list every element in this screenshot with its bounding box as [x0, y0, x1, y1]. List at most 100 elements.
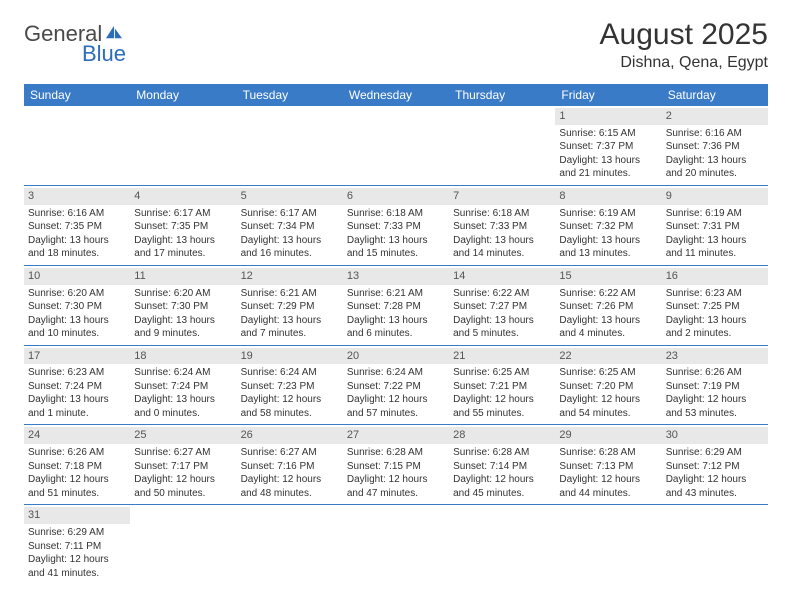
sunset-text: Sunset: 7:32 PM [559, 220, 657, 234]
calendar-cell: 29Sunrise: 6:28 AMSunset: 7:13 PMDayligh… [555, 425, 661, 504]
calendar-cell: 5Sunrise: 6:17 AMSunset: 7:34 PMDaylight… [237, 186, 343, 265]
sunrise-text: Sunrise: 6:27 AM [134, 446, 232, 460]
daylight-text: Daylight: 13 hours and 14 minutes. [453, 234, 551, 261]
sunset-text: Sunset: 7:34 PM [241, 220, 339, 234]
calendar-cell [449, 505, 555, 584]
day-header-tuesday: Tuesday [237, 84, 343, 106]
sunset-text: Sunset: 7:23 PM [241, 380, 339, 394]
day-number: 18 [130, 348, 236, 365]
sunrise-text: Sunrise: 6:17 AM [241, 207, 339, 221]
sunset-text: Sunset: 7:31 PM [666, 220, 764, 234]
sunrise-text: Sunrise: 6:26 AM [666, 366, 764, 380]
sunset-text: Sunset: 7:26 PM [559, 300, 657, 314]
calendar-cell: 18Sunrise: 6:24 AMSunset: 7:24 PMDayligh… [130, 346, 236, 425]
day-number: 31 [24, 507, 130, 524]
daylight-text: Daylight: 13 hours and 16 minutes. [241, 234, 339, 261]
calendar-cell: 22Sunrise: 6:25 AMSunset: 7:20 PMDayligh… [555, 346, 661, 425]
calendar-cell: 25Sunrise: 6:27 AMSunset: 7:17 PMDayligh… [130, 425, 236, 504]
calendar-cell: 30Sunrise: 6:29 AMSunset: 7:12 PMDayligh… [662, 425, 768, 504]
sunset-text: Sunset: 7:11 PM [28, 540, 126, 554]
day-header-sunday: Sunday [24, 84, 130, 106]
day-number: 16 [662, 268, 768, 285]
sunrise-text: Sunrise: 6:18 AM [453, 207, 551, 221]
calendar-cell: 27Sunrise: 6:28 AMSunset: 7:15 PMDayligh… [343, 425, 449, 504]
sunrise-text: Sunrise: 6:20 AM [28, 287, 126, 301]
calendar-cell [237, 505, 343, 584]
calendar-cell: 12Sunrise: 6:21 AMSunset: 7:29 PMDayligh… [237, 266, 343, 345]
daylight-text: Daylight: 13 hours and 1 minute. [28, 393, 126, 420]
day-header-wednesday: Wednesday [343, 84, 449, 106]
header: GeneralBlue August 2025 Dishna, Qena, Eg… [24, 18, 768, 72]
daylight-text: Daylight: 12 hours and 44 minutes. [559, 473, 657, 500]
calendar-cell [555, 505, 661, 584]
day-number: 8 [555, 188, 661, 205]
day-header-monday: Monday [130, 84, 236, 106]
sunrise-text: Sunrise: 6:21 AM [347, 287, 445, 301]
sunrise-text: Sunrise: 6:28 AM [347, 446, 445, 460]
sunset-text: Sunset: 7:20 PM [559, 380, 657, 394]
daylight-text: Daylight: 13 hours and 0 minutes. [134, 393, 232, 420]
day-number: 2 [662, 108, 768, 125]
day-number: 21 [449, 348, 555, 365]
sunrise-text: Sunrise: 6:17 AM [134, 207, 232, 221]
calendar-cell [449, 106, 555, 185]
calendar-cell: 13Sunrise: 6:21 AMSunset: 7:28 PMDayligh… [343, 266, 449, 345]
logo-text-blue: Blue [82, 41, 126, 66]
day-number: 22 [555, 348, 661, 365]
sunset-text: Sunset: 7:19 PM [666, 380, 764, 394]
calendar-cell: 6Sunrise: 6:18 AMSunset: 7:33 PMDaylight… [343, 186, 449, 265]
calendar-week: 24Sunrise: 6:26 AMSunset: 7:18 PMDayligh… [24, 425, 768, 505]
sunrise-text: Sunrise: 6:24 AM [241, 366, 339, 380]
daylight-text: Daylight: 12 hours and 45 minutes. [453, 473, 551, 500]
calendar-cell [662, 505, 768, 584]
sunrise-text: Sunrise: 6:20 AM [134, 287, 232, 301]
calendar-week: 10Sunrise: 6:20 AMSunset: 7:30 PMDayligh… [24, 266, 768, 346]
calendar-cell [24, 106, 130, 185]
sunrise-text: Sunrise: 6:21 AM [241, 287, 339, 301]
calendar: Sunday Monday Tuesday Wednesday Thursday… [24, 84, 768, 584]
calendar-body: 1Sunrise: 6:15 AMSunset: 7:37 PMDaylight… [24, 106, 768, 584]
daylight-text: Daylight: 13 hours and 2 minutes. [666, 314, 764, 341]
calendar-cell [130, 505, 236, 584]
calendar-week: 17Sunrise: 6:23 AMSunset: 7:24 PMDayligh… [24, 346, 768, 426]
calendar-cell: 11Sunrise: 6:20 AMSunset: 7:30 PMDayligh… [130, 266, 236, 345]
calendar-cell [343, 505, 449, 584]
daylight-text: Daylight: 13 hours and 18 minutes. [28, 234, 126, 261]
daylight-text: Daylight: 12 hours and 50 minutes. [134, 473, 232, 500]
day-number: 20 [343, 348, 449, 365]
daylight-text: Daylight: 12 hours and 57 minutes. [347, 393, 445, 420]
calendar-cell [237, 106, 343, 185]
daylight-text: Daylight: 13 hours and 10 minutes. [28, 314, 126, 341]
sunrise-text: Sunrise: 6:22 AM [453, 287, 551, 301]
daylight-text: Daylight: 13 hours and 17 minutes. [134, 234, 232, 261]
sunset-text: Sunset: 7:17 PM [134, 460, 232, 474]
daylight-text: Daylight: 12 hours and 53 minutes. [666, 393, 764, 420]
sunset-text: Sunset: 7:21 PM [453, 380, 551, 394]
sunset-text: Sunset: 7:13 PM [559, 460, 657, 474]
calendar-cell: 1Sunrise: 6:15 AMSunset: 7:37 PMDaylight… [555, 106, 661, 185]
daylight-text: Daylight: 12 hours and 41 minutes. [28, 553, 126, 580]
month-title: August 2025 [600, 18, 768, 52]
daylight-text: Daylight: 13 hours and 21 minutes. [559, 154, 657, 181]
calendar-week: 3Sunrise: 6:16 AMSunset: 7:35 PMDaylight… [24, 186, 768, 266]
calendar-cell: 4Sunrise: 6:17 AMSunset: 7:35 PMDaylight… [130, 186, 236, 265]
sunset-text: Sunset: 7:24 PM [28, 380, 126, 394]
day-number: 11 [130, 268, 236, 285]
day-number: 1 [555, 108, 661, 125]
day-header-friday: Friday [555, 84, 661, 106]
sunrise-text: Sunrise: 6:16 AM [666, 127, 764, 141]
daylight-text: Daylight: 13 hours and 9 minutes. [134, 314, 232, 341]
daylight-text: Daylight: 12 hours and 51 minutes. [28, 473, 126, 500]
daylight-text: Daylight: 12 hours and 43 minutes. [666, 473, 764, 500]
day-number: 4 [130, 188, 236, 205]
sunrise-text: Sunrise: 6:23 AM [666, 287, 764, 301]
sunrise-text: Sunrise: 6:24 AM [134, 366, 232, 380]
sunrise-text: Sunrise: 6:22 AM [559, 287, 657, 301]
calendar-cell: 20Sunrise: 6:24 AMSunset: 7:22 PMDayligh… [343, 346, 449, 425]
sunset-text: Sunset: 7:30 PM [28, 300, 126, 314]
sunset-text: Sunset: 7:37 PM [559, 140, 657, 154]
sunrise-text: Sunrise: 6:16 AM [28, 207, 126, 221]
sunset-text: Sunset: 7:22 PM [347, 380, 445, 394]
sunset-text: Sunset: 7:28 PM [347, 300, 445, 314]
day-number: 30 [662, 427, 768, 444]
